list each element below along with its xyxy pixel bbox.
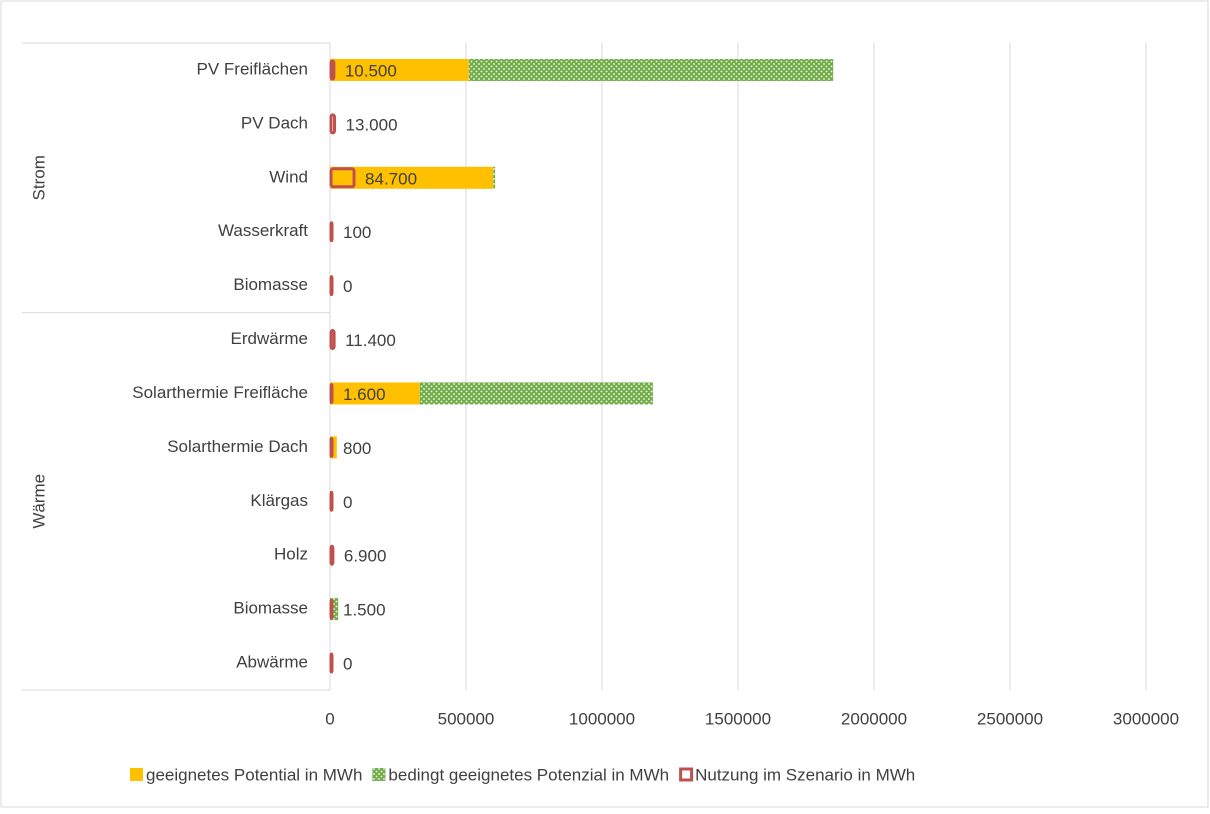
data-label: 0 [343,655,352,674]
y-tick-label: Solarthermie Dach [167,437,308,456]
data-label: 100 [343,223,371,242]
bar-segment [330,598,339,621]
bar-outline [329,544,335,566]
y-tick-label: Wind [269,167,308,186]
y-tick-label: Biomasse [233,599,308,618]
legend-swatch [679,767,694,782]
y-tick-label: Erdwärme [231,329,308,348]
x-tick-label: 1000000 [569,709,635,728]
x-tick-label: 2000000 [841,709,907,728]
bar-segment [419,382,653,405]
data-label: 1.600 [343,385,386,404]
x-tick-label: 2500000 [977,709,1043,728]
y-tick-label: Biomasse [233,275,308,294]
data-label: 800 [343,439,371,458]
data-label: 1.500 [343,601,386,620]
bar-outline [329,221,334,243]
y-tick-label: Wasserkraft [218,221,308,240]
data-label: 13.000 [346,115,398,134]
group-label: Wärme [29,474,48,529]
data-label: 6.900 [344,547,387,566]
data-label: 0 [343,493,352,512]
data-label: 10.500 [345,61,397,80]
bar-outline [329,598,334,620]
bar-segment [468,58,834,81]
legend-label: Nutzung im Szenario in MWh [695,765,915,784]
data-label: 11.400 [345,331,396,350]
x-tick-label: 0 [325,709,334,728]
bar-outline [329,275,334,297]
x-tick-label: 500000 [438,709,495,728]
x-tick-label: 3000000 [1113,709,1179,728]
legend-label: bedingt geeignetes Potenzial in MWh [388,765,669,784]
legend-swatch [130,768,143,781]
bar-segment [330,382,420,405]
data-label: 84.700 [365,169,417,188]
y-tick-label: PV Dach [241,113,308,132]
x-tick-label: 1500000 [705,709,771,728]
bar-outline [329,329,336,351]
y-tick-label: Abwärme [236,653,308,672]
data-label: 0 [343,277,352,296]
bar-outline [329,490,334,512]
legend-swatch [372,768,386,781]
y-tick-label: Klärgas [250,491,308,510]
bar-segment [330,166,494,189]
bar-segment [330,58,469,81]
y-tick-label: Solarthermie Freifläche [132,383,308,402]
bar-outline [329,113,337,135]
bar-segment [493,166,496,189]
bar-outline [329,382,334,404]
y-tick-label: PV Freiflächen [197,59,309,78]
group-label: Strom [29,155,48,200]
bar-outline [329,59,336,81]
bar-outline [329,436,334,458]
legend-label: geeignetes Potential in MWh [146,765,362,784]
bar-outline [329,167,356,189]
bar-outline [329,652,334,674]
y-tick-label: Holz [274,545,308,564]
